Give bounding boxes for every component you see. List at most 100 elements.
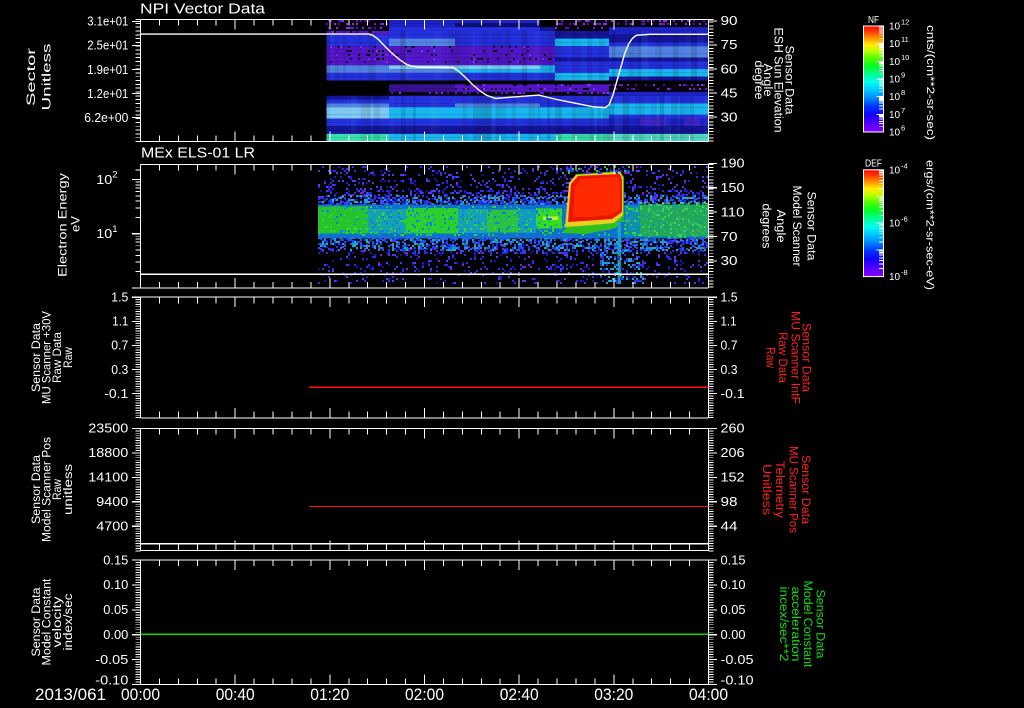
svg-text:Electron Energy: Electron Energy xyxy=(56,172,70,277)
svg-text:Telemetry: Telemetry xyxy=(773,461,787,519)
svg-text:1.5: 1.5 xyxy=(111,291,128,305)
svg-text:Model Constant: Model Constant xyxy=(40,578,54,666)
svg-text:Model Scanner Pos: Model Scanner Pos xyxy=(40,437,54,542)
svg-text:Sensor Data: Sensor Data xyxy=(804,192,818,261)
svg-text:2: 2 xyxy=(112,170,117,181)
svg-text:10: 10 xyxy=(96,227,112,241)
svg-text:acceleration: acceleration xyxy=(789,587,803,662)
svg-text:98: 98 xyxy=(721,495,738,509)
svg-text:Sensor Data: Sensor Data xyxy=(29,455,43,524)
svg-text:14100: 14100 xyxy=(88,471,128,485)
svg-text:6: 6 xyxy=(901,124,905,133)
svg-text:Sensor Data: Sensor Data xyxy=(29,323,43,392)
svg-text:18800: 18800 xyxy=(88,446,128,460)
svg-text:1.2e+01: 1.2e+01 xyxy=(87,87,128,101)
svg-text:0.3: 0.3 xyxy=(111,363,128,377)
svg-text:Unitless: Unitless xyxy=(760,464,774,515)
svg-text:0.10: 0.10 xyxy=(103,578,128,592)
svg-text:degree: degree xyxy=(752,61,766,100)
svg-text:30: 30 xyxy=(721,110,738,124)
svg-text:Sensor Data: Sensor Data xyxy=(799,323,813,392)
svg-text:ESH Sun Elevation: ESH Sun Elevation xyxy=(772,28,786,133)
svg-text:0.05: 0.05 xyxy=(103,603,128,617)
svg-text:Model Constant: Model Constant xyxy=(801,581,815,669)
svg-text:Angle: Angle xyxy=(761,64,775,97)
svg-text:260: 260 xyxy=(721,422,745,436)
svg-text:-8: -8 xyxy=(901,268,908,277)
svg-text:Model Scanner: Model Scanner xyxy=(790,186,804,267)
svg-text:cnts/(cm**2-sr-sec): cnts/(cm**2-sr-sec) xyxy=(924,25,936,140)
svg-text:10: 10 xyxy=(889,92,901,103)
svg-text:44: 44 xyxy=(721,520,738,534)
svg-text:MU Scanner +30V: MU Scanner +30V xyxy=(40,310,54,404)
svg-text:110: 110 xyxy=(721,205,745,219)
svg-text:206: 206 xyxy=(721,446,745,460)
svg-text:10: 10 xyxy=(889,165,901,176)
svg-text:Unitless: Unitless xyxy=(40,44,54,111)
svg-text:10: 10 xyxy=(889,128,901,139)
svg-text:Sensor Data: Sensor Data xyxy=(814,590,828,659)
svg-text:6.2e+00: 6.2e+00 xyxy=(84,111,128,125)
svg-text:0.15: 0.15 xyxy=(103,553,128,567)
svg-text:03:20: 03:20 xyxy=(594,685,633,704)
svg-text:0.10: 0.10 xyxy=(721,578,746,592)
svg-text:02:40: 02:40 xyxy=(500,685,539,704)
svg-text:MU Scanner Pos: MU Scanner Pos xyxy=(787,446,801,533)
svg-text:1: 1 xyxy=(112,224,117,235)
svg-text:-0.10: -0.10 xyxy=(721,673,754,687)
svg-text:Sector: Sector xyxy=(24,48,38,106)
svg-text:01:20: 01:20 xyxy=(310,685,349,704)
svg-text:2013/061: 2013/061 xyxy=(35,685,106,704)
svg-text:10: 10 xyxy=(889,57,901,68)
svg-text:-6: -6 xyxy=(901,215,908,224)
svg-text:1.1: 1.1 xyxy=(721,315,737,329)
svg-text:0.15: 0.15 xyxy=(721,553,746,567)
svg-text:DEF: DEF xyxy=(865,159,882,170)
svg-text:4700: 4700 xyxy=(96,520,128,534)
svg-text:10: 10 xyxy=(889,219,901,230)
svg-text:1.1: 1.1 xyxy=(112,315,128,329)
svg-text:90: 90 xyxy=(721,14,738,28)
svg-text:degrees: degrees xyxy=(760,204,774,249)
svg-text:0.00: 0.00 xyxy=(721,628,746,642)
svg-text:Raw: Raw xyxy=(764,347,778,368)
svg-text:70: 70 xyxy=(721,230,738,244)
svg-text:0.05: 0.05 xyxy=(721,603,746,617)
svg-text:0.00: 0.00 xyxy=(103,628,128,642)
svg-text:Sensor Data: Sensor Data xyxy=(29,587,43,656)
svg-text:9400: 9400 xyxy=(96,495,128,509)
svg-text:150: 150 xyxy=(721,181,745,195)
svg-text:04:00: 04:00 xyxy=(689,685,728,704)
svg-text:Raw: Raw xyxy=(50,479,64,500)
svg-text:10: 10 xyxy=(96,173,112,187)
svg-text:Raw Data: Raw Data xyxy=(50,332,64,383)
svg-text:0.7: 0.7 xyxy=(721,339,738,353)
svg-text:00:00: 00:00 xyxy=(121,685,160,704)
svg-text:30: 30 xyxy=(721,254,738,268)
svg-text:index/sec: index/sec xyxy=(61,594,75,651)
svg-text:3.1e+01: 3.1e+01 xyxy=(87,15,128,29)
svg-text:unitless: unitless xyxy=(61,464,75,515)
svg-text:45: 45 xyxy=(721,86,738,100)
svg-text:1.5: 1.5 xyxy=(721,291,738,305)
svg-text:Sensor Data: Sensor Data xyxy=(783,46,797,115)
svg-text:NPI Vector Data: NPI Vector Data xyxy=(140,2,266,18)
svg-text:MEx ELS-01 LR: MEx ELS-01 LR xyxy=(141,146,255,162)
svg-text:-0.1: -0.1 xyxy=(721,387,745,401)
svg-text:60: 60 xyxy=(721,62,738,76)
svg-text:Sensor Data: Sensor Data xyxy=(799,455,813,524)
svg-text:8: 8 xyxy=(901,88,905,97)
svg-text:ergs/(cm**2-sr-sec-eV): ergs/(cm**2-sr-sec-eV) xyxy=(924,160,936,290)
svg-text:Raw: Raw xyxy=(61,347,75,368)
svg-text:10: 10 xyxy=(889,75,901,86)
svg-text:-4: -4 xyxy=(901,161,908,170)
svg-text:9: 9 xyxy=(901,71,905,80)
svg-text:10: 10 xyxy=(889,39,901,50)
svg-text:11: 11 xyxy=(901,35,909,44)
svg-text:incex/sec**2: incex/sec**2 xyxy=(777,587,791,662)
svg-text:-0.1: -0.1 xyxy=(104,387,128,401)
svg-text:10: 10 xyxy=(901,53,909,62)
svg-text:2.5e+01: 2.5e+01 xyxy=(87,39,128,53)
svg-text:10: 10 xyxy=(889,272,901,283)
svg-text:12: 12 xyxy=(901,18,909,27)
